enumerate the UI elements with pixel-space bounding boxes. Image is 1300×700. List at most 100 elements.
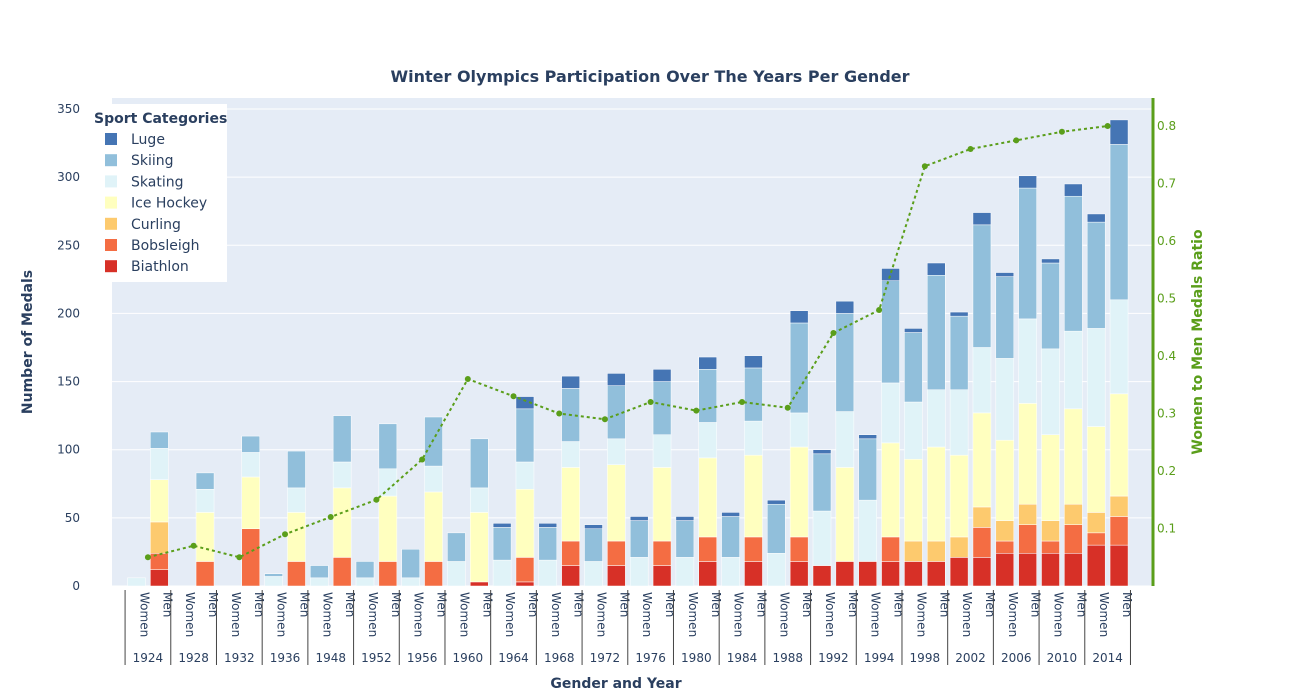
ratio-point[interactable] bbox=[556, 410, 563, 417]
ratio-point[interactable] bbox=[693, 407, 700, 414]
bar-skating[interactable] bbox=[629, 557, 649, 587]
bar-bobsleigh[interactable] bbox=[652, 540, 672, 566]
bar-ice-hockey[interactable] bbox=[698, 457, 717, 538]
ratio-point[interactable] bbox=[464, 376, 471, 382]
bar-biathlon[interactable] bbox=[1064, 553, 1083, 587]
bar-bobsleigh[interactable] bbox=[744, 536, 763, 562]
bar-skiing[interactable] bbox=[378, 423, 398, 470]
bar-skating[interactable] bbox=[561, 441, 580, 468]
bar-luge[interactable] bbox=[1018, 175, 1037, 189]
ratio-point[interactable] bbox=[373, 496, 380, 503]
legend-swatch-ice-hockey[interactable] bbox=[105, 196, 117, 209]
bar-skiing[interactable] bbox=[424, 416, 443, 467]
bar-bobsleigh[interactable] bbox=[332, 557, 352, 587]
bar-curling[interactable] bbox=[1086, 512, 1106, 534]
bar-skating[interactable] bbox=[264, 576, 283, 587]
bar-luge[interactable] bbox=[698, 356, 717, 370]
bar-ice-hockey[interactable] bbox=[470, 512, 489, 583]
bar-bobsleigh[interactable] bbox=[150, 553, 169, 570]
legend-swatch-luge[interactable] bbox=[105, 133, 117, 145]
ratio-point[interactable] bbox=[601, 416, 608, 423]
bar-skiing[interactable] bbox=[310, 565, 329, 579]
bar-luge[interactable] bbox=[492, 523, 512, 528]
ratio-point[interactable] bbox=[510, 393, 517, 400]
bar-ice-hockey[interactable] bbox=[881, 442, 900, 538]
bar-skiing[interactable] bbox=[492, 527, 512, 561]
bar-biathlon[interactable] bbox=[1086, 544, 1106, 587]
legend-label[interactable]: Luge bbox=[131, 132, 165, 148]
bar-ice-hockey[interactable] bbox=[150, 479, 169, 523]
bar-skating[interactable] bbox=[1109, 299, 1129, 395]
bar-skating[interactable] bbox=[949, 389, 969, 456]
bar-skiing[interactable] bbox=[995, 276, 1015, 359]
bar-ice-hockey[interactable] bbox=[378, 495, 398, 562]
bar-luge[interactable] bbox=[858, 434, 877, 440]
bar-luge[interactable] bbox=[538, 523, 558, 528]
ratio-point[interactable] bbox=[921, 163, 928, 170]
bar-luge[interactable] bbox=[904, 328, 923, 333]
bar-skating[interactable] bbox=[584, 561, 603, 587]
legend-label[interactable]: Ice Hockey bbox=[131, 196, 207, 212]
bar-skiing[interactable] bbox=[698, 369, 717, 423]
bar-skating[interactable] bbox=[858, 499, 877, 562]
bar-curling[interactable] bbox=[150, 521, 169, 554]
bar-skiing[interactable] bbox=[927, 275, 946, 390]
bar-luge[interactable] bbox=[927, 262, 946, 276]
ratio-point[interactable] bbox=[190, 542, 197, 549]
bar-curling[interactable] bbox=[1018, 503, 1037, 525]
bar-curling[interactable] bbox=[904, 540, 923, 562]
bar-ice-hockey[interactable] bbox=[1018, 403, 1037, 505]
bar-skating[interactable] bbox=[698, 422, 717, 459]
bar-skiing[interactable] bbox=[584, 528, 603, 562]
bar-ice-hockey[interactable] bbox=[332, 487, 352, 558]
bar-skiing[interactable] bbox=[767, 503, 786, 554]
bar-bobsleigh[interactable] bbox=[1109, 516, 1129, 546]
bar-skating[interactable] bbox=[607, 438, 626, 465]
bar-biathlon[interactable] bbox=[789, 561, 809, 587]
bar-luge[interactable] bbox=[1086, 213, 1106, 223]
bar-skating[interactable] bbox=[721, 557, 740, 587]
bar-skating[interactable] bbox=[287, 487, 306, 513]
bar-ice-hockey[interactable] bbox=[515, 488, 535, 558]
bar-biathlon[interactable] bbox=[927, 561, 946, 587]
bar-biathlon[interactable] bbox=[972, 557, 992, 587]
bar-skating[interactable] bbox=[675, 557, 695, 587]
bar-ice-hockey[interactable] bbox=[995, 439, 1015, 521]
ratio-point[interactable] bbox=[830, 330, 837, 336]
bar-skating[interactable] bbox=[538, 559, 558, 587]
bar-bobsleigh[interactable] bbox=[995, 540, 1015, 554]
bar-skiing[interactable] bbox=[470, 438, 489, 489]
bar-bobsleigh[interactable] bbox=[1086, 532, 1106, 546]
ratio-point[interactable] bbox=[1104, 123, 1111, 129]
bar-skiing[interactable] bbox=[1109, 144, 1129, 301]
bar-bobsleigh[interactable] bbox=[1041, 540, 1060, 554]
bar-skiing[interactable] bbox=[744, 367, 763, 422]
bar-ice-hockey[interactable] bbox=[561, 467, 580, 542]
bar-biathlon[interactable] bbox=[470, 581, 489, 587]
ratio-point[interactable] bbox=[1058, 128, 1065, 135]
bar-skiing[interactable] bbox=[1064, 195, 1083, 332]
ratio-point[interactable] bbox=[144, 554, 151, 561]
ratio-point[interactable] bbox=[419, 456, 426, 463]
ratio-point[interactable] bbox=[1013, 137, 1020, 144]
bar-ice-hockey[interactable] bbox=[1086, 426, 1106, 513]
bar-luge[interactable] bbox=[1109, 119, 1129, 145]
ratio-point[interactable] bbox=[739, 399, 746, 405]
bar-ice-hockey[interactable] bbox=[744, 454, 763, 538]
bar-skiing[interactable] bbox=[1018, 187, 1037, 320]
bar-ice-hockey[interactable] bbox=[1064, 408, 1083, 505]
bar-biathlon[interactable] bbox=[1109, 544, 1129, 587]
bar-biathlon[interactable] bbox=[515, 581, 535, 587]
bar-ice-hockey[interactable] bbox=[1041, 434, 1060, 521]
bar-curling[interactable] bbox=[1041, 520, 1060, 542]
bar-luge[interactable] bbox=[881, 268, 900, 281]
bar-bobsleigh[interactable] bbox=[972, 527, 992, 558]
bar-bobsleigh[interactable] bbox=[561, 540, 580, 566]
bar-curling[interactable] bbox=[1064, 503, 1083, 525]
legend-label[interactable]: Bobsleigh bbox=[131, 238, 200, 254]
bar-luge[interactable] bbox=[744, 355, 763, 369]
bar-biathlon[interactable] bbox=[744, 561, 763, 587]
bar-bobsleigh[interactable] bbox=[698, 536, 717, 562]
bar-biathlon[interactable] bbox=[904, 561, 923, 587]
legend-swatch-bobsleigh[interactable] bbox=[105, 239, 117, 251]
